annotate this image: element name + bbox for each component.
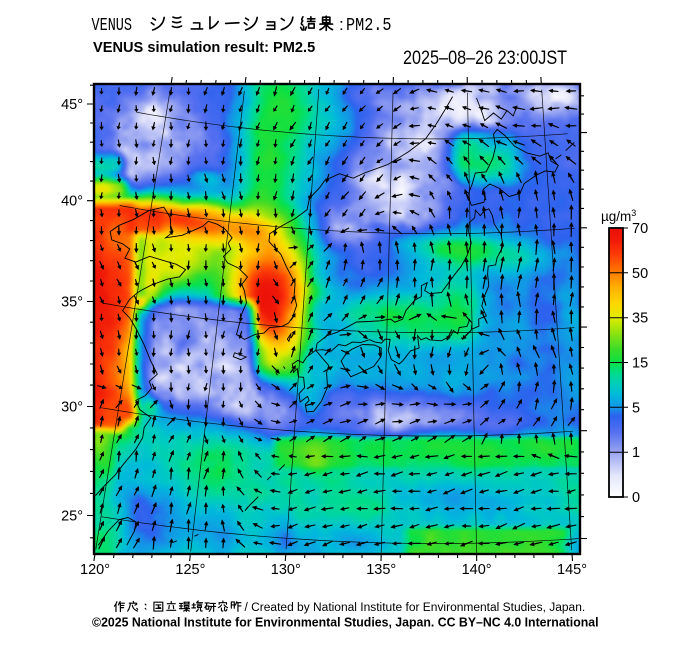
svg-text:125°: 125° xyxy=(175,562,205,578)
svg-text:15: 15 xyxy=(632,356,648,372)
svg-text:45°: 45° xyxy=(61,97,83,113)
svg-text:25°: 25° xyxy=(61,509,83,525)
svg-text::: : xyxy=(339,15,344,34)
svg-text:©2025 National Institute for E: ©2025 National Institute for Environment… xyxy=(92,615,599,629)
svg-text:5: 5 xyxy=(632,400,640,416)
svg-text:/ Created by National Institut: / Created by National Institute for Envi… xyxy=(244,600,585,614)
svg-text:145°: 145° xyxy=(557,562,587,578)
svg-text:1: 1 xyxy=(632,445,640,461)
svg-text:µg/m3: µg/m3 xyxy=(601,208,636,224)
svg-text:VENUS: VENUS xyxy=(92,15,133,36)
svg-text:140°: 140° xyxy=(462,562,492,578)
svg-text:130°: 130° xyxy=(271,562,301,578)
svg-text:50: 50 xyxy=(632,266,648,282)
svg-text:35: 35 xyxy=(632,311,648,327)
svg-text:120°: 120° xyxy=(80,562,110,578)
svg-text:135°: 135° xyxy=(366,562,396,578)
svg-text:PM2.5: PM2.5 xyxy=(346,16,391,37)
svg-text:0: 0 xyxy=(632,490,640,506)
svg-text:70: 70 xyxy=(632,221,648,237)
svg-text:VENUS simulation result: PM2.5: VENUS simulation result: PM2.5 xyxy=(93,40,315,56)
svg-text:30°: 30° xyxy=(61,400,83,416)
svg-text:35°: 35° xyxy=(61,295,83,311)
svg-text:40°: 40° xyxy=(61,194,83,210)
svg-text:2025–08–26 23:00JST: 2025–08–26 23:00JST xyxy=(403,47,567,69)
